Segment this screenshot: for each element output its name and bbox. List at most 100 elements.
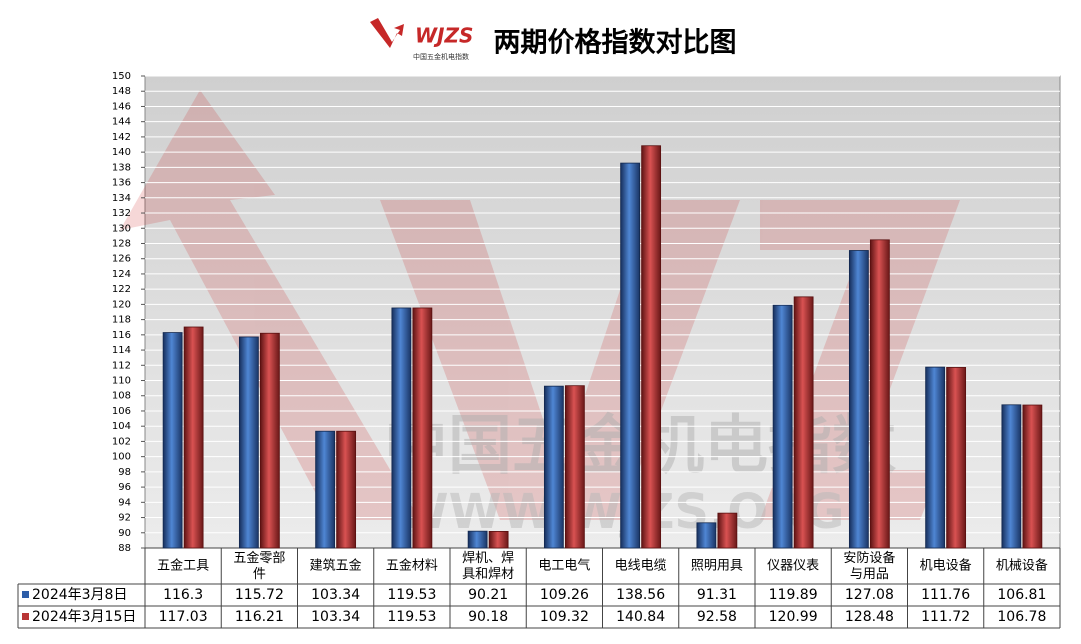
bar [183, 326, 204, 549]
bar [620, 162, 641, 549]
y-tick-label: 100 [112, 452, 131, 463]
bar [315, 430, 336, 549]
y-tick-label: 90 [118, 528, 131, 539]
y-tick-label: 134 [112, 193, 131, 204]
y-tick-label: 96 [118, 482, 131, 493]
data-label: 140.84 [616, 609, 665, 625]
data-label: 127.08 [845, 587, 894, 603]
x-tick-label: 焊机、焊具和焊材 [462, 550, 514, 582]
logo-subtitle: 中国五金机电指数 [413, 52, 469, 61]
data-label: 128.48 [845, 609, 894, 625]
data-label: 109.32 [540, 609, 589, 625]
data-label: 111.76 [921, 587, 970, 603]
bar [696, 522, 717, 549]
data-label: 103.34 [311, 587, 360, 603]
y-tick-label: 120 [112, 299, 131, 310]
y-tick-label: 116 [112, 330, 131, 341]
bar [488, 531, 509, 549]
data-label: 109.26 [540, 587, 589, 603]
y-tick-label: 138 [112, 162, 131, 173]
x-tick-label: 机械设备 [996, 558, 1048, 574]
x-tick-label: 机电设备 [920, 558, 972, 574]
x-tick-label: 照明用具 [691, 559, 743, 574]
bar [564, 385, 585, 549]
x-tick-label: 建筑五金 [310, 558, 362, 574]
y-tick-label: 132 [112, 208, 131, 219]
bar [641, 145, 662, 549]
y-tick-label: 106 [112, 406, 131, 417]
data-label: 91.31 [697, 587, 737, 603]
data-label: 106.78 [997, 609, 1046, 625]
chart-title: 两期价格指数对比图 [494, 28, 737, 59]
y-tick-label: 128 [112, 238, 131, 249]
watermark-url: WWW.WJZS.ORG [396, 484, 845, 540]
data-label: 117.03 [159, 609, 208, 625]
data-label: 119.53 [387, 587, 436, 603]
bar [543, 385, 564, 549]
bar [391, 307, 412, 549]
x-tick-label: 五金工具 [157, 558, 209, 574]
y-tick-label: 104 [112, 421, 131, 432]
y-tick-label: 98 [118, 467, 131, 478]
y-tick-label: 112 [112, 360, 131, 371]
y-tick-label: 150 [112, 71, 131, 82]
data-label: 92.58 [697, 609, 737, 625]
bar [412, 307, 433, 549]
logo-text: WJZS [415, 24, 473, 48]
y-tick-label: 114 [112, 345, 131, 356]
y-tick-label: 102 [112, 436, 131, 447]
y-tick-label: 122 [112, 284, 131, 295]
y-tick-label: 88 [118, 543, 131, 554]
bar [925, 366, 946, 549]
bar [793, 296, 814, 549]
y-tick-label: 108 [112, 391, 131, 402]
bar [946, 367, 967, 549]
legend-swatch [22, 591, 29, 598]
x-tick-label: 五金材料 [386, 558, 438, 574]
x-tick-label: 五金零部件 [233, 550, 285, 582]
y-tick-label: 118 [112, 315, 131, 326]
data-label: 115.72 [235, 587, 284, 603]
bar [1022, 404, 1043, 549]
legend-label: 2024年3月8日 [32, 587, 127, 603]
data-label: 111.72 [921, 609, 970, 625]
legend-swatch [22, 613, 29, 620]
y-tick-label: 148 [112, 86, 131, 97]
y-tick-label: 140 [112, 147, 131, 158]
y-tick-label: 110 [112, 376, 131, 387]
bar [336, 430, 357, 549]
data-label: 120.99 [769, 609, 818, 625]
bar [848, 250, 869, 549]
plot-area [144, 75, 1061, 549]
y-tick-label: 126 [112, 254, 131, 265]
y-tick-label: 144 [112, 117, 131, 128]
y-tick-label: 130 [112, 223, 131, 234]
data-label: 106.81 [997, 587, 1046, 603]
x-tick-label: 仪器仪表 [767, 559, 819, 574]
data-label: 90.21 [468, 587, 508, 603]
x-tick-label: 安防设备与用品 [843, 550, 895, 582]
data-label: 90.18 [468, 609, 508, 625]
bar [259, 332, 280, 549]
y-tick-label: 94 [118, 497, 131, 508]
data-label: 116.21 [235, 609, 284, 625]
data-label: 119.89 [769, 587, 818, 603]
data-label: 103.34 [311, 609, 360, 625]
bar [717, 512, 738, 549]
bar [162, 332, 183, 549]
y-tick-label: 136 [112, 178, 131, 189]
data-label: 138.56 [616, 587, 665, 603]
bar [467, 530, 488, 549]
data-label: 116.3 [163, 587, 203, 603]
data-label: 119.53 [387, 609, 436, 625]
bar [869, 239, 890, 549]
y-tick-label: 142 [112, 132, 131, 143]
y-tick-label: 124 [112, 269, 131, 280]
bar [238, 336, 259, 549]
legend-label: 2024年3月15日 [32, 609, 136, 625]
x-tick-label: 电线电缆 [615, 558, 667, 574]
bar [772, 304, 793, 549]
x-tick-label: 电工电气 [538, 558, 590, 574]
y-tick-label: 146 [112, 101, 131, 112]
bar [1001, 404, 1022, 549]
